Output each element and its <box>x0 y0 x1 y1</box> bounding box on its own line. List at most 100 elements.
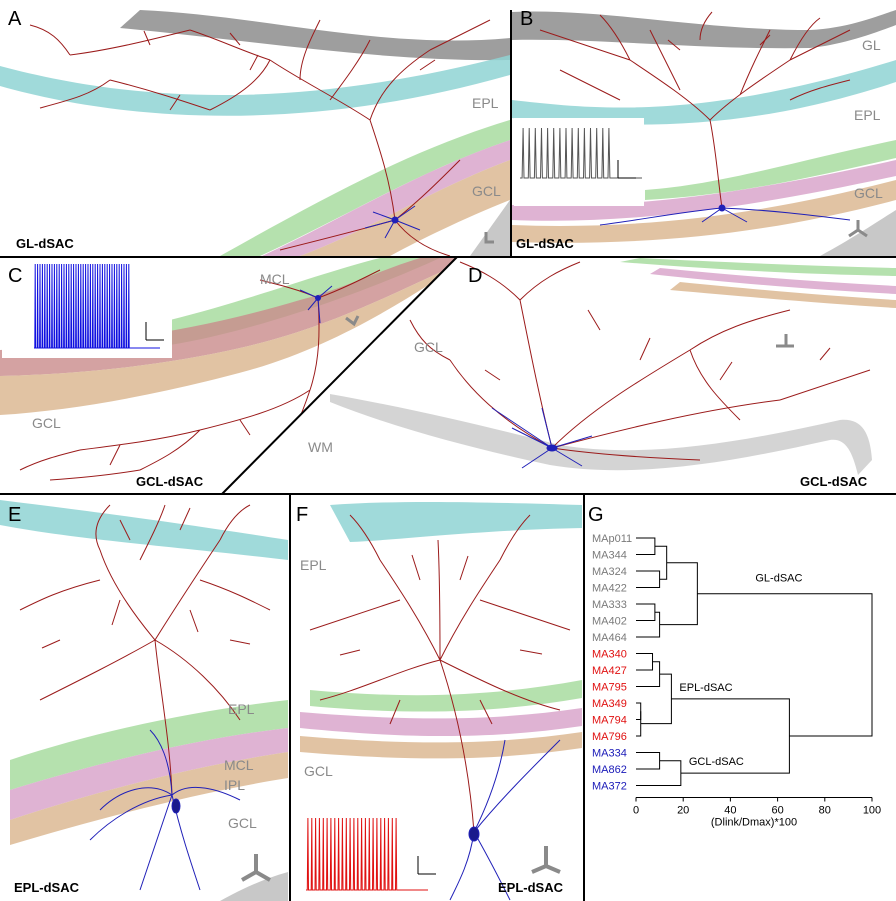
x-tick-label: 0 <box>633 805 639 817</box>
leaf-label: MA334 <box>592 748 627 760</box>
x-tick-label: 40 <box>724 805 736 817</box>
layer-label-wm: WM <box>308 439 333 455</box>
epl-band <box>0 500 288 560</box>
dendrogram-link <box>636 752 661 770</box>
ipl-band <box>650 268 896 294</box>
leaf-label: MA344 <box>592 550 627 562</box>
leaf-label: MA340 <box>592 649 627 661</box>
soma-b <box>599 204 851 226</box>
layer-label-epl: EPL <box>300 557 327 573</box>
panel-g: G MAp011 MA344 MA324 MA422 MA333 MA402 MA464 MA… <box>588 504 881 829</box>
leaf-label: MA427 <box>592 665 627 677</box>
panel-b: B GL EPL GCL GL-dSAC <box>512 8 896 256</box>
dendrogram-link <box>636 760 682 786</box>
spike-trace-b <box>514 118 644 206</box>
leaf-label: MA422 <box>592 583 627 595</box>
x-tick-label: 80 <box>819 805 831 817</box>
panel-letter-d: D <box>468 265 482 287</box>
leaf-label: MA862 <box>592 764 627 776</box>
panel-letter-e: E <box>8 504 21 526</box>
dendrogram-link <box>654 545 668 580</box>
layer-label-gcl: GCL <box>472 183 501 199</box>
cluster-label: GL-dSAC <box>755 573 802 585</box>
gl-band <box>120 10 510 61</box>
panel-letter-a: A <box>8 8 22 30</box>
layer-label-gcl: GCL <box>414 339 443 355</box>
layer-label-mcl: MCL <box>260 271 290 287</box>
brain-edge <box>220 872 288 901</box>
orientation-icon <box>776 334 794 348</box>
dendrogram-link <box>636 570 661 588</box>
leaf-label: MAp011 <box>592 533 632 545</box>
dendrogram-link <box>636 711 642 737</box>
soma-a <box>364 205 421 239</box>
panel-c: C MCL GCL GCL-dSAC <box>0 258 455 489</box>
cluster-label: GCL-dSAC <box>689 756 744 768</box>
layer-label-epl: EPL <box>854 107 881 123</box>
orientation-icon <box>345 315 360 327</box>
layer-label-gcl: GCL <box>32 415 61 431</box>
leaf-label: MA795 <box>592 682 627 694</box>
x-tick-label: 60 <box>771 805 783 817</box>
panel-letter-c: C <box>8 265 22 287</box>
x-tick-label: 20 <box>677 805 689 817</box>
mcl-band <box>645 140 896 200</box>
panel-caption-b: GL-dSAC <box>516 236 574 251</box>
panel-letter-b: B <box>520 8 533 30</box>
mcl-band <box>10 700 288 790</box>
dendrogram-link <box>659 562 698 626</box>
panel-caption-a: GL-dSAC <box>16 236 74 251</box>
layer-label-epl: EPL <box>472 95 499 111</box>
leaf-label: MA372 <box>592 781 627 793</box>
dendrogram-link <box>636 702 642 720</box>
scale-bar <box>145 322 164 341</box>
soma-f <box>449 739 561 901</box>
epl-band <box>0 55 510 116</box>
spike-trace-f <box>306 817 436 891</box>
ipl-band <box>300 708 582 737</box>
orientation-icon <box>531 846 561 874</box>
wm-band <box>330 394 872 475</box>
scale-bar <box>417 856 436 875</box>
panel-f: F EPL GCL EPL-dSAC <box>296 501 582 901</box>
dendrogram-link <box>636 661 661 687</box>
soma-d <box>491 407 593 469</box>
gcl-band <box>300 160 510 256</box>
soma-e <box>89 729 241 891</box>
layer-label-gcl: GCL <box>228 815 257 831</box>
gl-band <box>512 10 896 49</box>
leaf-label: MA324 <box>592 566 627 578</box>
panel-d: D GCL WM GCL-dSAC <box>308 258 896 489</box>
layer-label-ipl: IPL <box>224 777 245 793</box>
gcl-band <box>300 732 582 759</box>
gcl-band <box>670 282 896 308</box>
cluster-label: EPL-dSAC <box>679 682 732 694</box>
gcl-band <box>512 180 896 243</box>
panel-a: A EPL GCL GL-dSAC <box>0 8 510 256</box>
leaf-label: MA333 <box>592 599 627 611</box>
dendrite-tree-d <box>409 261 871 461</box>
x-tick-label: 100 <box>863 805 881 817</box>
dendrite-tree-f <box>309 514 571 833</box>
panel-letter-g: G <box>588 504 604 526</box>
leaf-label: MA464 <box>592 632 627 644</box>
mcl-band <box>310 680 582 712</box>
dendrogram-link <box>636 537 656 555</box>
brain-edge <box>470 200 510 256</box>
layer-label-gcl: GCL <box>854 185 883 201</box>
layer-label-gl: GL <box>862 37 881 53</box>
leaf-label: MA402 <box>592 616 627 628</box>
epl-band <box>512 60 896 125</box>
dendrogram-link <box>636 611 661 638</box>
dendrogram-link <box>697 593 873 737</box>
mcl-band <box>620 258 896 276</box>
ipl-band <box>10 728 288 820</box>
scale-bar <box>617 160 636 179</box>
dendrogram-link <box>636 653 654 671</box>
gcl-band <box>0 270 445 415</box>
ipl-band <box>262 140 510 256</box>
epl-band <box>330 501 582 542</box>
mcl-band <box>220 120 510 256</box>
panel-caption-c: GCL-dSAC <box>136 474 204 489</box>
